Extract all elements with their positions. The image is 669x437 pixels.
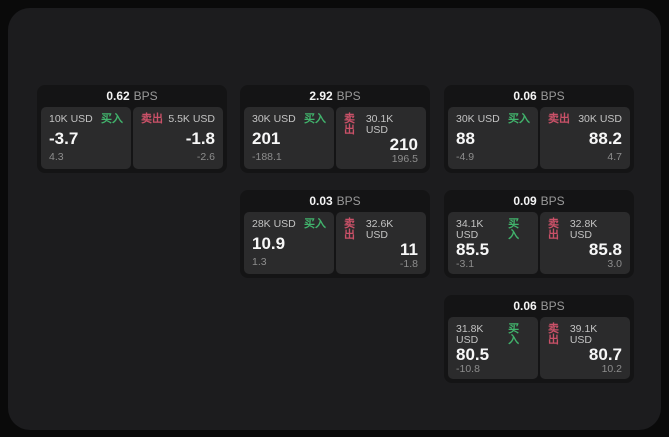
buy-quote-tile[interactable]: 28K USD 买入 10.9 1.3 <box>244 212 334 274</box>
buy-side-label: 买入 <box>304 218 326 230</box>
sell-side-label: 卖出 <box>548 218 559 241</box>
buy-side-label: 买入 <box>508 218 520 241</box>
spread-unit: BPS <box>336 194 361 208</box>
buy-notional: 28K USD <box>252 218 296 230</box>
spread-header: 0.09 BPS <box>448 190 630 212</box>
buy-price: 201 <box>252 128 281 148</box>
sell-notional: 30K USD <box>578 113 622 125</box>
quote-card-4: 0.03 BPS 28K USD 买入 10.9 1.3 卖出 32.6K US… <box>240 190 430 278</box>
sell-notional: 39.1K USD <box>569 323 598 346</box>
buy-price: 88 <box>456 128 475 148</box>
buy-side-label: 买入 <box>508 113 530 125</box>
buy-notional: 30K USD <box>456 113 500 125</box>
spread-unit: BPS <box>133 89 158 103</box>
sell-side-label: 卖出 <box>548 323 559 346</box>
spread-header: 0.03 BPS <box>244 190 426 212</box>
sell-delta: 196.5 <box>391 153 418 165</box>
buy-price: -3.7 <box>49 128 79 148</box>
sell-notional: 32.8K USD <box>569 218 598 241</box>
spread-value: 0.62 <box>106 89 130 103</box>
spread-value: 0.06 <box>513 89 537 103</box>
sell-price: 85.8 <box>588 240 622 259</box>
spread-value: 0.09 <box>513 194 537 208</box>
spread-header: 0.62 BPS <box>41 85 223 107</box>
buy-notional: 34.1K USD <box>456 218 484 241</box>
buy-delta: 4.3 <box>49 151 64 163</box>
buy-notional: 10K USD <box>49 113 93 125</box>
buy-delta: 1.3 <box>252 256 267 268</box>
sell-side-label: 卖出 <box>344 113 355 136</box>
sell-side-label: 卖出 <box>344 218 355 241</box>
quote-card-1: 0.62 BPS 10K USD 买入 -3.7 4.3 卖出 5.5K USD… <box>37 85 227 173</box>
sell-notional: 32.6K USD <box>365 218 394 241</box>
sell-delta: -2.6 <box>196 151 215 163</box>
sell-side-label: 卖出 <box>141 113 163 125</box>
buy-quote-tile[interactable]: 30K USD 买入 201 -188.1 <box>244 107 334 169</box>
buy-quote-tile[interactable]: 31.8K USD 买入 80.5 -10.8 <box>448 317 538 379</box>
sell-quote-tile[interactable]: 卖出 30K USD 88.2 4.7 <box>540 107 630 169</box>
sell-side-label: 卖出 <box>548 113 570 125</box>
spread-unit: BPS <box>540 194 565 208</box>
buy-delta: -10.8 <box>456 363 480 375</box>
buy-quote-tile[interactable]: 10K USD 买入 -3.7 4.3 <box>41 107 131 169</box>
sell-price: 88.2 <box>588 128 622 148</box>
quote-card-5: 0.09 BPS 34.1K USD 买入 85.5 -3.1 卖出 32.8K… <box>444 190 634 278</box>
sell-price: -1.8 <box>185 128 215 148</box>
spread-value: 2.92 <box>309 89 333 103</box>
buy-quote-tile[interactable]: 30K USD 买入 88 -4.9 <box>448 107 538 169</box>
spread-header: 2.92 BPS <box>244 85 426 107</box>
spread-header: 0.06 BPS <box>448 85 630 107</box>
sell-price: 210 <box>389 135 418 154</box>
buy-quote-tile[interactable]: 34.1K USD 买入 85.5 -3.1 <box>448 212 538 274</box>
buy-notional: 31.8K USD <box>456 323 484 346</box>
spread-unit: BPS <box>540 299 565 313</box>
spread-unit: BPS <box>540 89 565 103</box>
sell-quote-tile[interactable]: 卖出 32.6K USD 11 -1.8 <box>336 212 426 274</box>
quote-card-2: 2.92 BPS 30K USD 买入 201 -188.1 卖出 30.1K … <box>240 85 430 173</box>
buy-side-label: 买入 <box>304 113 326 125</box>
buy-delta: -3.1 <box>456 258 475 270</box>
spread-header: 0.06 BPS <box>448 295 630 317</box>
quotes-panel: 0.62 BPS 10K USD 买入 -3.7 4.3 卖出 5.5K USD… <box>8 8 661 430</box>
buy-price: 80.5 <box>456 345 490 364</box>
sell-quote-tile[interactable]: 卖出 30.1K USD 210 196.5 <box>336 107 426 169</box>
sell-notional: 30.1K USD <box>365 113 394 136</box>
buy-price: 85.5 <box>456 240 490 259</box>
sell-notional: 5.5K USD <box>168 113 215 125</box>
quote-card-6: 0.06 BPS 31.8K USD 买入 80.5 -10.8 卖出 39.1… <box>444 295 634 383</box>
sell-price: 11 <box>400 240 418 259</box>
sell-delta: 3.0 <box>607 258 622 270</box>
buy-side-label: 买入 <box>508 323 520 346</box>
sell-price: 80.7 <box>588 345 622 364</box>
buy-delta: -4.9 <box>456 151 475 163</box>
buy-price: 10.9 <box>252 233 286 253</box>
sell-quote-tile[interactable]: 卖出 5.5K USD -1.8 -2.6 <box>133 107 223 169</box>
spread-value: 0.03 <box>309 194 333 208</box>
buy-delta: -188.1 <box>252 151 282 163</box>
sell-quote-tile[interactable]: 卖出 32.8K USD 85.8 3.0 <box>540 212 630 274</box>
sell-delta: -1.8 <box>399 258 418 270</box>
buy-side-label: 买入 <box>101 113 123 125</box>
sell-delta: 10.2 <box>601 363 622 375</box>
sell-delta: 4.7 <box>607 151 622 163</box>
spread-value: 0.06 <box>513 299 537 313</box>
spread-unit: BPS <box>336 89 361 103</box>
sell-quote-tile[interactable]: 卖出 39.1K USD 80.7 10.2 <box>540 317 630 379</box>
buy-notional: 30K USD <box>252 113 296 125</box>
quote-card-3: 0.06 BPS 30K USD 买入 88 -4.9 卖出 30K USD 8… <box>444 85 634 173</box>
